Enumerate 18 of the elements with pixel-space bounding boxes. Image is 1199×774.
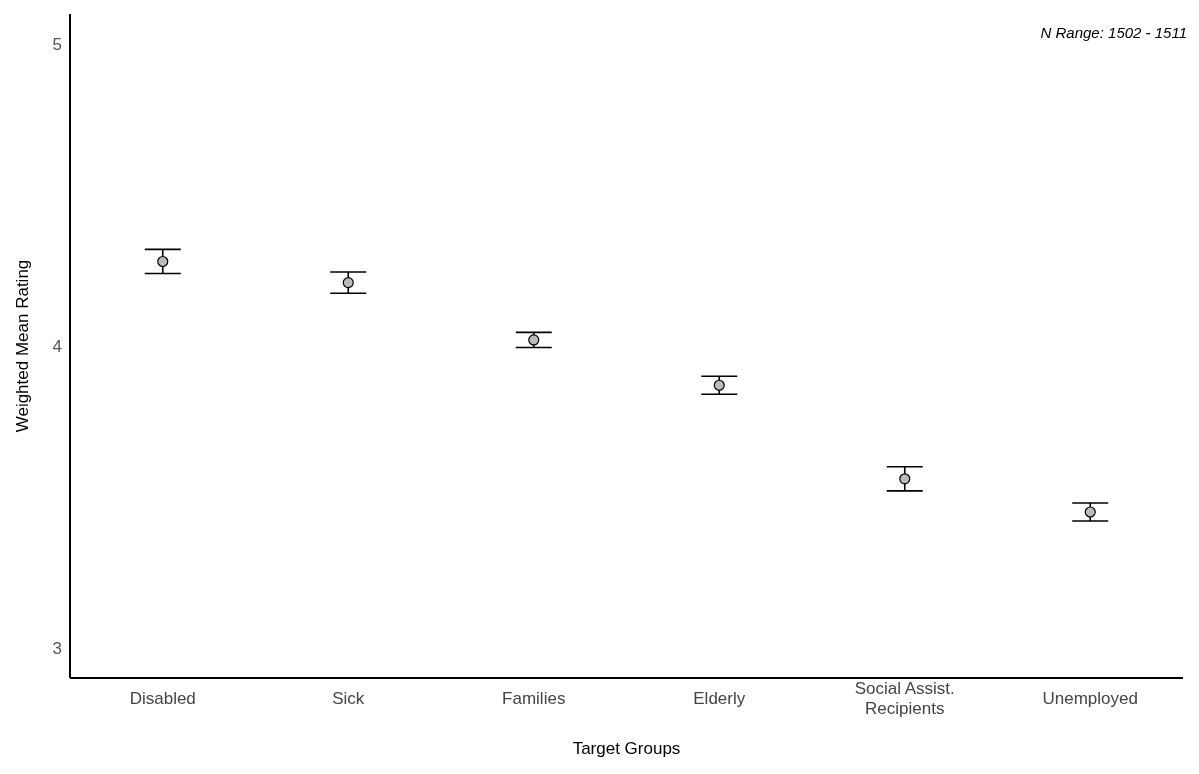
point xyxy=(342,277,354,289)
x-tick-label: Unemployed xyxy=(1042,689,1138,708)
y-axis-title: Weighted Mean Rating xyxy=(13,259,33,433)
point xyxy=(899,473,911,485)
y-tick-label: 4 xyxy=(52,337,62,357)
point xyxy=(528,334,540,346)
y-tick-label: 5 xyxy=(52,35,62,55)
x-tick-label: Social Assist. Recipients xyxy=(854,679,955,718)
x-tick-label: Sick xyxy=(332,689,365,708)
point xyxy=(1084,506,1096,518)
point xyxy=(713,379,725,391)
x-tick-label: Elderly xyxy=(693,689,746,708)
y-tick-label: 3 xyxy=(52,638,62,658)
point xyxy=(157,255,169,268)
x-tick-label: Disabled xyxy=(129,689,196,708)
x-tick-label: Families xyxy=(502,689,566,708)
x-axis-title: Target Groups xyxy=(572,739,681,758)
annotation: N Range: 1502 - 1511 xyxy=(1040,24,1187,41)
